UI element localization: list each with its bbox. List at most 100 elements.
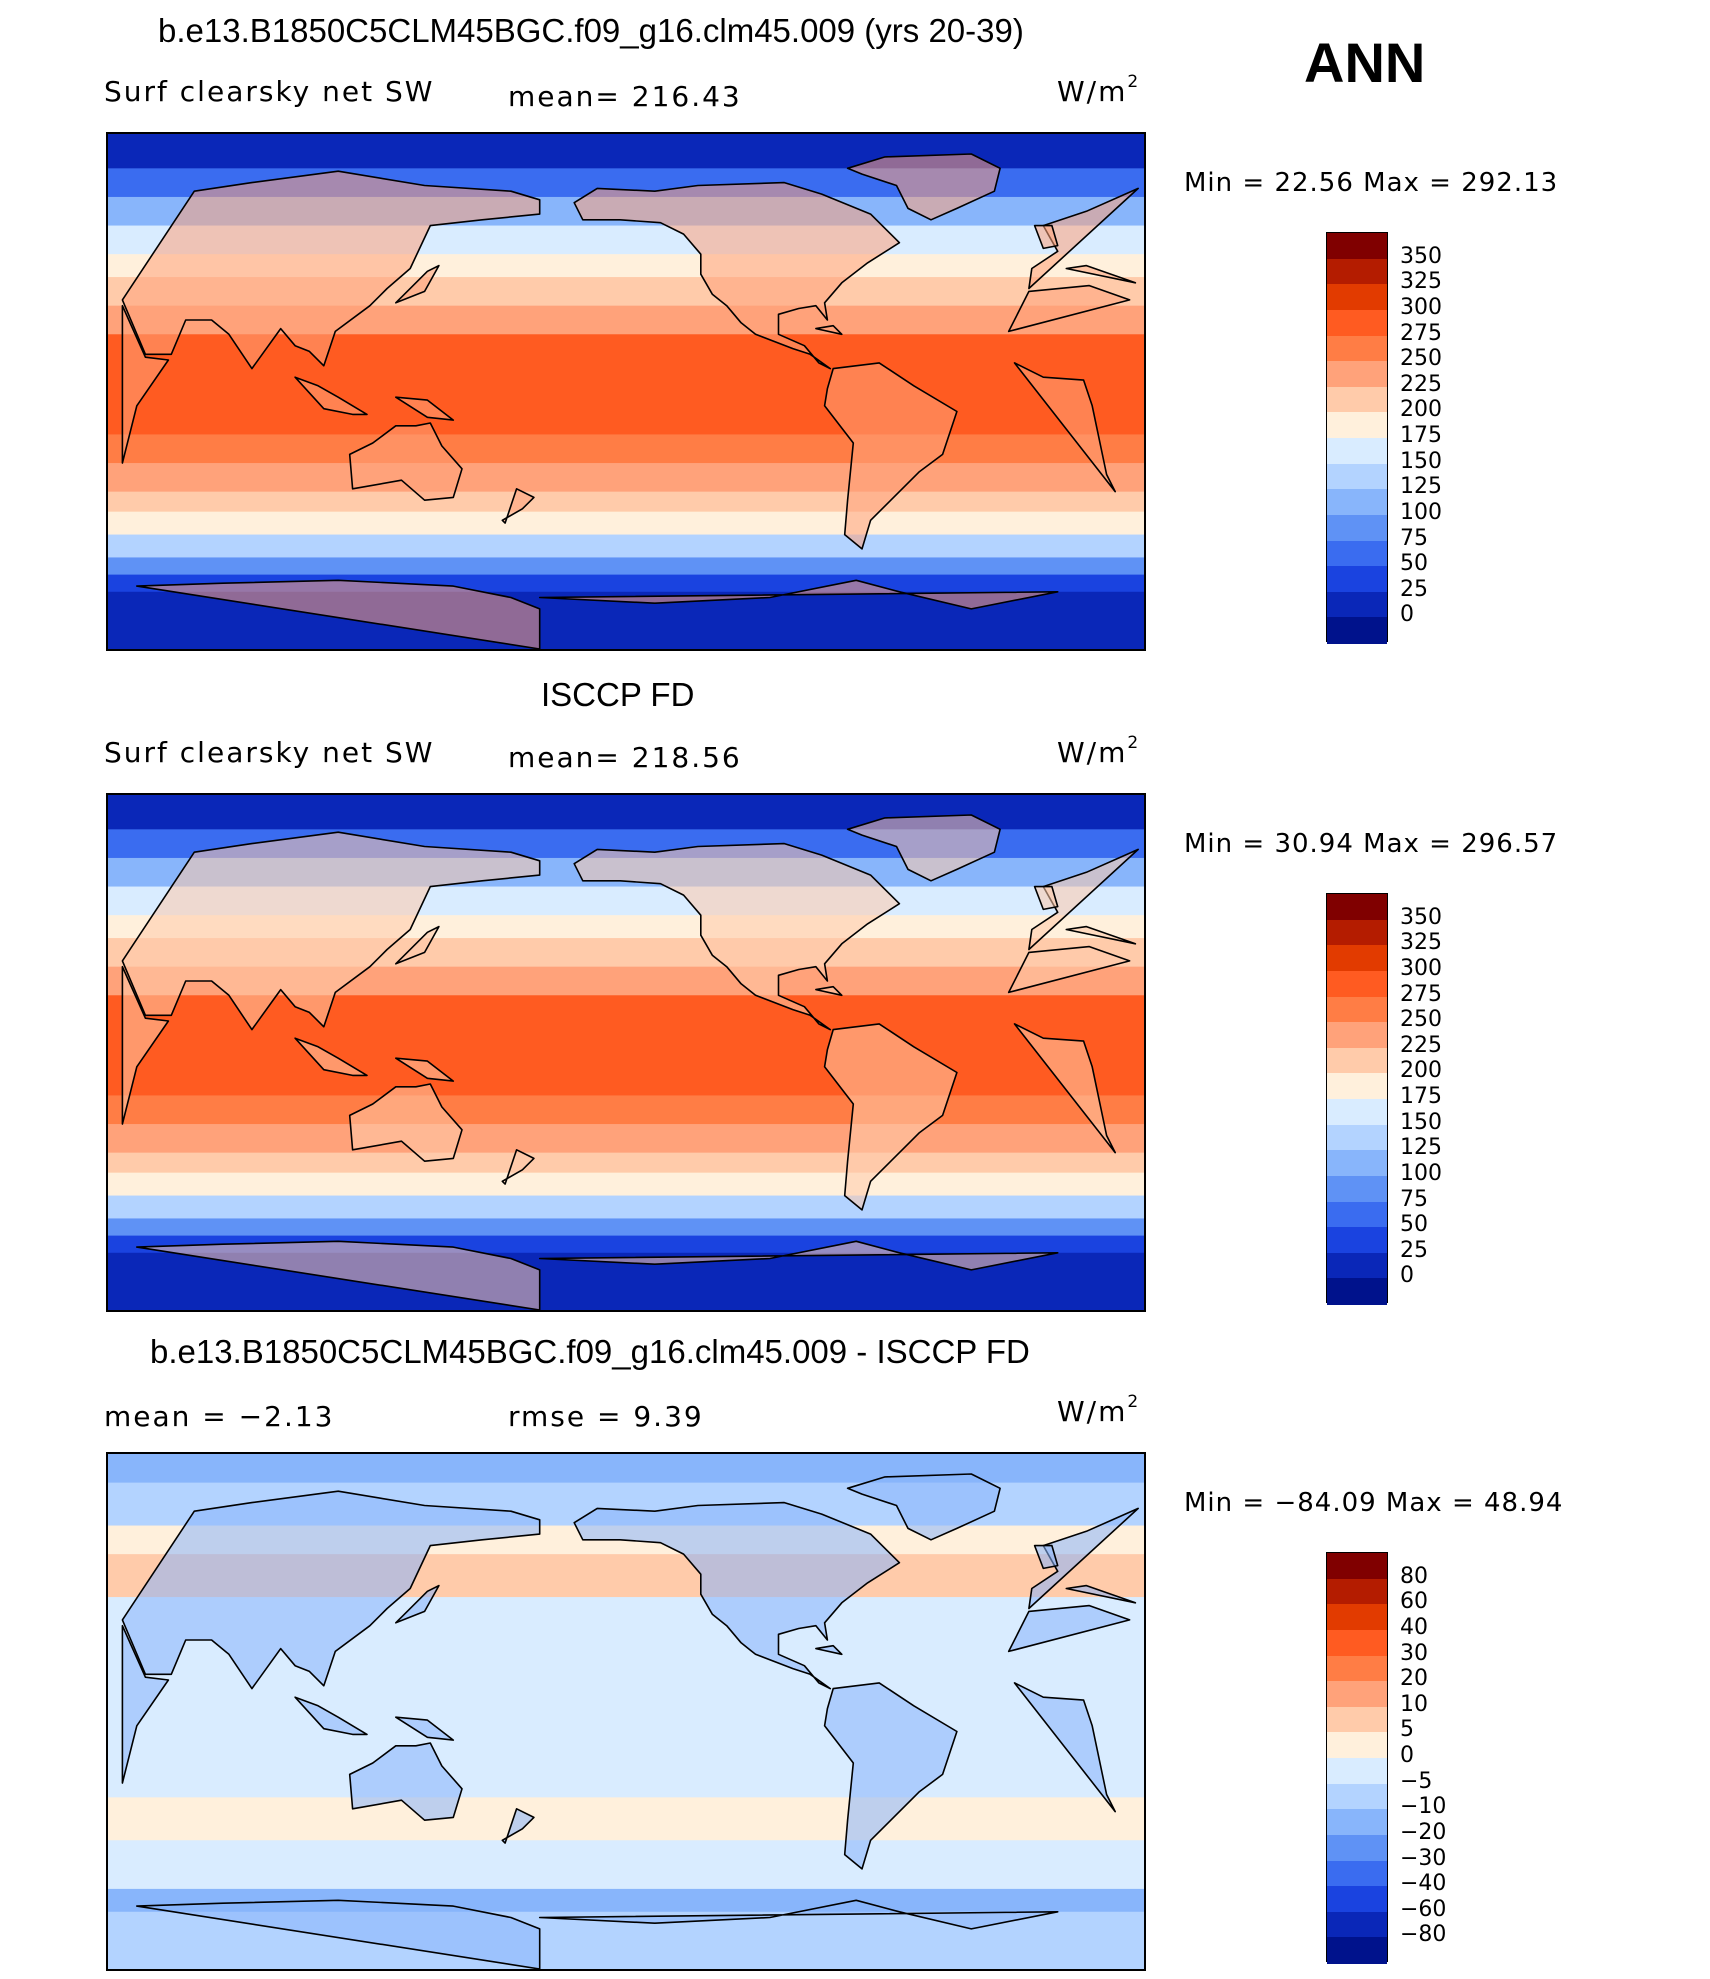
colorbar-tick-label: 125 bbox=[1400, 474, 1442, 500]
colorbar-swatch bbox=[1327, 1655, 1387, 1682]
colorbar-tick-label: −60 bbox=[1400, 1896, 1447, 1922]
coastline bbox=[823, 1682, 958, 1870]
colorbar-swatch bbox=[1327, 489, 1387, 516]
colorbar-tick-label: 50 bbox=[1400, 1212, 1428, 1238]
colorbar-tick-label: 40 bbox=[1400, 1614, 1428, 1640]
panel-2-unit-label: W/m2 bbox=[1057, 733, 1141, 769]
colorbar-tick-label: 30 bbox=[1400, 1640, 1428, 1666]
coastline bbox=[348, 422, 463, 501]
colorbar-tick-label: 350 bbox=[1400, 904, 1442, 930]
coastline bbox=[395, 1584, 440, 1624]
coastline bbox=[846, 1473, 1001, 1541]
colorbar-tick-label: 0 bbox=[1400, 1743, 1414, 1768]
coastline bbox=[294, 1696, 368, 1736]
season-label: ANN bbox=[1304, 31, 1426, 94]
panel-2-map bbox=[106, 793, 1146, 1312]
coastline bbox=[538, 579, 1059, 610]
colorbar-swatch bbox=[1327, 1227, 1387, 1254]
colorbar-swatch bbox=[1327, 1022, 1387, 1049]
coastline bbox=[1033, 1544, 1059, 1570]
colorbar-tick-label: 275 bbox=[1400, 981, 1442, 1007]
colorbar-swatch bbox=[1327, 1681, 1387, 1708]
coastline bbox=[573, 842, 901, 1031]
coastline bbox=[1007, 945, 1131, 994]
colorbar-tick-label: 200 bbox=[1400, 397, 1442, 423]
coastline bbox=[395, 264, 440, 304]
colorbar-tick-label: 175 bbox=[1400, 423, 1442, 448]
colorbar-swatch bbox=[1327, 1758, 1387, 1785]
coastline bbox=[1007, 284, 1131, 333]
panel-2-minmax: Min = 30.94 Max = 296.57 bbox=[1184, 829, 1559, 859]
colorbar-swatch bbox=[1327, 1252, 1387, 1279]
colorbar-swatch bbox=[1327, 514, 1387, 542]
coastline bbox=[395, 1057, 455, 1082]
colorbar-tick-label: 20 bbox=[1400, 1666, 1428, 1692]
coastline bbox=[573, 1501, 901, 1690]
colorbar-tick-label: 5 bbox=[1400, 1717, 1414, 1743]
colorbar-tick-label: 60 bbox=[1400, 1589, 1428, 1615]
colorbar-swatch bbox=[1327, 1553, 1387, 1580]
coastline bbox=[538, 1240, 1059, 1271]
colorbar-tick-label: −30 bbox=[1400, 1845, 1447, 1871]
colorbar-swatch bbox=[1327, 1175, 1387, 1203]
coastline bbox=[1033, 885, 1059, 911]
panel-3-mean-label: mean = −2.13 bbox=[104, 1400, 335, 1433]
colorbar-swatch bbox=[1327, 540, 1387, 567]
colorbar-tick-label: 0 bbox=[1400, 602, 1414, 628]
coastline bbox=[348, 1083, 463, 1162]
coastline bbox=[573, 181, 901, 370]
colorbar-swatch bbox=[1327, 1201, 1387, 1228]
panel-2-variable-label: Surf clearsky net SW bbox=[104, 736, 435, 769]
coastline bbox=[121, 304, 170, 464]
colorbar-swatch bbox=[1327, 1809, 1387, 1836]
coastline bbox=[538, 1899, 1059, 1930]
field-band bbox=[108, 334, 1144, 435]
colorbar-tick-label: −80 bbox=[1400, 1922, 1447, 1948]
panel-2-mean-label: mean= 218.56 bbox=[508, 741, 742, 774]
panel-1-title: b.e13.B1850C5CLM45BGC.f09_g16.clm45.009 … bbox=[158, 12, 1024, 49]
field-band bbox=[108, 1195, 1144, 1219]
field-band bbox=[108, 1639, 1144, 1798]
coastline bbox=[1033, 224, 1059, 250]
coastline bbox=[348, 1742, 463, 1821]
colorbar-swatch bbox=[1327, 335, 1387, 362]
coastline bbox=[121, 1490, 541, 1690]
coastline bbox=[815, 985, 843, 997]
colorbar-tick-label: 175 bbox=[1400, 1084, 1442, 1109]
colorbar-swatch bbox=[1327, 566, 1387, 593]
colorbar-tick-label: −40 bbox=[1400, 1871, 1447, 1897]
field-band bbox=[108, 1095, 1144, 1125]
colorbar-tick-label: 100 bbox=[1400, 1160, 1442, 1186]
colorbar-swatch bbox=[1327, 258, 1387, 285]
panel-3-field bbox=[108, 1454, 1144, 1969]
panel-2-colorbar bbox=[1326, 893, 1388, 1305]
panel-3-colorbar bbox=[1326, 1552, 1388, 1964]
colorbar-tick-label: 75 bbox=[1400, 525, 1428, 551]
colorbar-swatch bbox=[1327, 1150, 1387, 1177]
coastline bbox=[294, 376, 368, 416]
colorbar-tick-label: 225 bbox=[1400, 371, 1442, 397]
colorbar-tick-label: 300 bbox=[1400, 294, 1442, 320]
colorbar-tick-label: −5 bbox=[1400, 1768, 1433, 1794]
colorbar-tick-label: 225 bbox=[1400, 1032, 1442, 1058]
coastline bbox=[294, 1037, 368, 1077]
coastline bbox=[823, 362, 958, 550]
colorbar-tick-label: 275 bbox=[1400, 320, 1442, 346]
colorbar-swatch bbox=[1327, 1783, 1387, 1810]
colorbar-tick-label: 25 bbox=[1400, 1237, 1428, 1263]
coastline bbox=[1065, 264, 1137, 284]
colorbar-swatch bbox=[1327, 617, 1387, 644]
field-band bbox=[108, 534, 1144, 558]
colorbar-swatch bbox=[1327, 1278, 1387, 1305]
colorbar-tick-label: 300 bbox=[1400, 955, 1442, 981]
panel-3-title: b.e13.B1850C5CLM45BGC.f09_g16.clm45.009 … bbox=[150, 1333, 1030, 1370]
colorbar-tick-label: 350 bbox=[1400, 243, 1442, 269]
panel-3-rmse-label: rmse = 9.39 bbox=[508, 1400, 704, 1433]
colorbar-tick-label: 150 bbox=[1400, 1109, 1442, 1135]
colorbar-swatch bbox=[1327, 1124, 1387, 1151]
panel-1-map bbox=[106, 132, 1146, 651]
field-band bbox=[108, 511, 1144, 536]
panel-1-variable-label: Surf clearsky net SW bbox=[104, 75, 435, 108]
panel-2-title: ISCCP FD bbox=[541, 676, 695, 713]
panel-1-colorbar bbox=[1326, 232, 1388, 644]
